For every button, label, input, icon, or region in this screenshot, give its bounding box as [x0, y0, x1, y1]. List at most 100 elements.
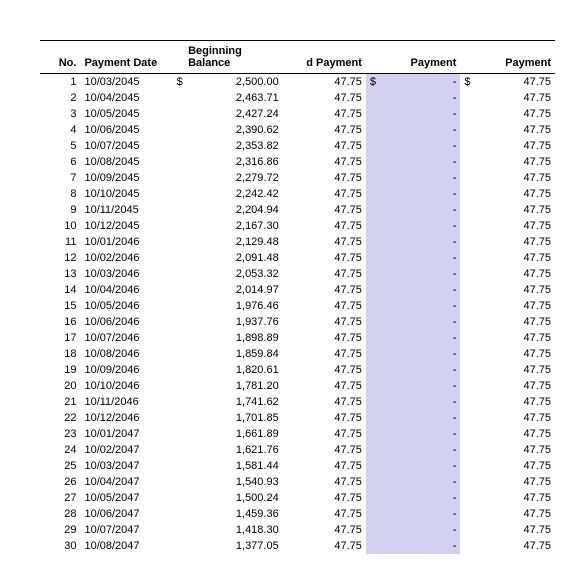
cell-d-payment: 47.75 — [283, 186, 366, 202]
cell-date: 10/02/2047 — [80, 442, 172, 458]
cell-payment-2: 47.75 — [476, 218, 555, 234]
cell-bal-symbol — [173, 346, 186, 362]
cell-payment-1: - — [382, 538, 461, 554]
cell-payment-2: 47.75 — [476, 122, 555, 138]
cell-payment-1: - — [382, 250, 461, 266]
cell-payment-1: - — [382, 186, 461, 202]
cell-payment-1: - — [382, 138, 461, 154]
cell-date: 10/08/2047 — [80, 538, 172, 554]
cell-payment-1: - — [382, 218, 461, 234]
cell-no: 12 — [40, 250, 80, 266]
cell-payment-2: 47.75 — [476, 426, 555, 442]
table-row: 2510/03/20471,581.4447.75-47.75 — [40, 458, 555, 474]
cell-balance: 2,353.82 — [186, 138, 283, 154]
header-payment-2: Payment — [476, 41, 555, 74]
table-row: 1810/08/20461,859.8447.75-47.75 — [40, 346, 555, 362]
cell-bal-symbol — [173, 522, 186, 538]
cell-pay2-symbol — [460, 394, 476, 410]
cell-payment-2: 47.75 — [476, 314, 555, 330]
cell-pay2-symbol — [460, 186, 476, 202]
table-row: 2610/04/20471,540.9347.75-47.75 — [40, 474, 555, 490]
cell-bal-symbol — [173, 394, 186, 410]
cell-date: 10/06/2045 — [80, 122, 172, 138]
cell-bal-symbol — [173, 202, 186, 218]
cell-pay1-symbol — [366, 298, 382, 314]
cell-payment-2: 47.75 — [476, 330, 555, 346]
cell-date: 10/07/2047 — [80, 522, 172, 538]
cell-pay1-symbol — [366, 474, 382, 490]
cell-balance: 1,820.61 — [186, 362, 283, 378]
cell-d-payment: 47.75 — [283, 250, 366, 266]
cell-pay1-symbol — [366, 538, 382, 554]
cell-balance: 2,427.24 — [186, 106, 283, 122]
payment-schedule-sheet: No. Payment Date Beginning Balance d Pay… — [0, 0, 585, 574]
cell-pay2-symbol: $ — [460, 74, 476, 91]
header-no: No. — [40, 41, 80, 74]
cell-date: 10/04/2047 — [80, 474, 172, 490]
cell-d-payment: 47.75 — [283, 170, 366, 186]
cell-d-payment: 47.75 — [283, 138, 366, 154]
cell-payment-2: 47.75 — [476, 154, 555, 170]
cell-no: 29 — [40, 522, 80, 538]
cell-payment-1: - — [382, 298, 461, 314]
cell-d-payment: 47.75 — [283, 122, 366, 138]
cell-payment-1: - — [382, 202, 461, 218]
cell-no: 2 — [40, 90, 80, 106]
cell-bal-symbol — [173, 378, 186, 394]
cell-date: 10/01/2047 — [80, 426, 172, 442]
cell-payment-2: 47.75 — [476, 282, 555, 298]
cell-payment-2: 47.75 — [476, 442, 555, 458]
cell-d-payment: 47.75 — [283, 202, 366, 218]
table-row: 310/05/20452,427.2447.75-47.75 — [40, 106, 555, 122]
cell-pay2-symbol — [460, 506, 476, 522]
cell-payment-1: - — [382, 346, 461, 362]
cell-bal-symbol — [173, 170, 186, 186]
cell-bal-symbol — [173, 138, 186, 154]
header-payment-1: Payment — [382, 41, 461, 74]
cell-pay1-symbol — [366, 202, 382, 218]
cell-pay2-symbol — [460, 266, 476, 282]
table-row: 1110/01/20462,129.4847.75-47.75 — [40, 234, 555, 250]
cell-bal-symbol — [173, 122, 186, 138]
cell-date: 10/03/2047 — [80, 458, 172, 474]
header-spacer — [173, 41, 186, 74]
cell-bal-symbol — [173, 538, 186, 554]
cell-balance: 1,540.93 — [186, 474, 283, 490]
cell-date: 10/08/2046 — [80, 346, 172, 362]
cell-pay2-symbol — [460, 346, 476, 362]
cell-pay1-symbol — [366, 394, 382, 410]
cell-date: 10/05/2046 — [80, 298, 172, 314]
cell-d-payment: 47.75 — [283, 378, 366, 394]
cell-pay1-symbol — [366, 218, 382, 234]
cell-no: 8 — [40, 186, 80, 202]
table-row: 910/11/20452,204.9447.75-47.75 — [40, 202, 555, 218]
cell-pay2-symbol — [460, 362, 476, 378]
cell-balance: 2,463.71 — [186, 90, 283, 106]
cell-d-payment: 47.75 — [283, 346, 366, 362]
cell-payment-1: - — [382, 410, 461, 426]
cell-payment-2: 47.75 — [476, 106, 555, 122]
cell-date: 10/12/2046 — [80, 410, 172, 426]
cell-pay1-symbol — [366, 378, 382, 394]
header-spacer — [366, 41, 382, 74]
cell-payment-1: - — [382, 490, 461, 506]
cell-pay2-symbol — [460, 490, 476, 506]
cell-bal-symbol — [173, 330, 186, 346]
cell-payment-1: - — [382, 74, 461, 91]
cell-no: 16 — [40, 314, 80, 330]
cell-d-payment: 47.75 — [283, 282, 366, 298]
table-row: 410/06/20452,390.6247.75-47.75 — [40, 122, 555, 138]
cell-pay2-symbol — [460, 298, 476, 314]
cell-payment-1: - — [382, 442, 461, 458]
cell-date: 10/12/2045 — [80, 218, 172, 234]
cell-payment-2: 47.75 — [476, 346, 555, 362]
cell-pay2-symbol — [460, 122, 476, 138]
cell-date: 10/10/2045 — [80, 186, 172, 202]
cell-payment-1: - — [382, 282, 461, 298]
cell-pay1-symbol — [366, 458, 382, 474]
table-row: 1410/04/20462,014.9747.75-47.75 — [40, 282, 555, 298]
cell-payment-1: - — [382, 122, 461, 138]
table-row: 1310/03/20462,053.3247.75-47.75 — [40, 266, 555, 282]
cell-no: 22 — [40, 410, 80, 426]
cell-no: 1 — [40, 74, 80, 91]
